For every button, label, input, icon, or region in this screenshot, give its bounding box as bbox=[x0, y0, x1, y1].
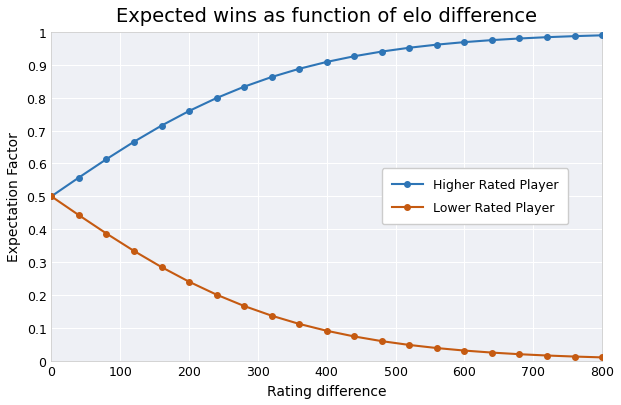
Lower Rated Player bbox=[213, 292, 220, 297]
Higher Rated Player bbox=[240, 85, 248, 90]
Higher Rated Player bbox=[598, 34, 605, 38]
Higher Rated Player bbox=[75, 176, 83, 181]
Lower Rated Player bbox=[102, 232, 110, 237]
Lower Rated Player bbox=[185, 279, 193, 284]
Line: Lower Rated Player: Lower Rated Player bbox=[48, 194, 605, 360]
Higher Rated Player bbox=[48, 194, 55, 199]
Higher Rated Player bbox=[571, 34, 578, 39]
Lower Rated Player bbox=[158, 265, 165, 270]
Lower Rated Player bbox=[350, 334, 358, 339]
Lower Rated Player bbox=[48, 194, 55, 199]
Higher Rated Player bbox=[433, 43, 440, 48]
Higher Rated Player bbox=[102, 158, 110, 162]
Lower Rated Player bbox=[543, 353, 551, 358]
Lower Rated Player bbox=[378, 339, 386, 344]
Higher Rated Player bbox=[378, 50, 386, 55]
Higher Rated Player bbox=[185, 109, 193, 114]
Higher Rated Player bbox=[296, 67, 303, 72]
Lower Rated Player bbox=[433, 346, 440, 351]
Line: Higher Rated Player: Higher Rated Player bbox=[48, 34, 605, 200]
Higher Rated Player bbox=[461, 40, 468, 45]
Higher Rated Player bbox=[488, 38, 496, 43]
X-axis label: Rating difference: Rating difference bbox=[267, 384, 386, 398]
Lower Rated Player bbox=[268, 313, 275, 318]
Higher Rated Player bbox=[268, 75, 275, 80]
Lower Rated Player bbox=[406, 343, 413, 347]
Higher Rated Player bbox=[130, 140, 138, 145]
Lower Rated Player bbox=[488, 350, 496, 355]
Lower Rated Player bbox=[515, 352, 523, 357]
Higher Rated Player bbox=[158, 124, 165, 129]
Higher Rated Player bbox=[350, 55, 358, 60]
Y-axis label: Expectation Factor: Expectation Factor bbox=[7, 132, 21, 262]
Lower Rated Player bbox=[296, 322, 303, 326]
Lower Rated Player bbox=[598, 355, 605, 360]
Higher Rated Player bbox=[323, 60, 330, 65]
Higher Rated Player bbox=[515, 37, 523, 42]
Lower Rated Player bbox=[323, 328, 330, 333]
Lower Rated Player bbox=[75, 213, 83, 218]
Legend: Higher Rated Player, Lower Rated Player: Higher Rated Player, Lower Rated Player bbox=[381, 169, 568, 225]
Lower Rated Player bbox=[571, 354, 578, 359]
Lower Rated Player bbox=[130, 249, 138, 254]
Lower Rated Player bbox=[240, 304, 248, 309]
Higher Rated Player bbox=[543, 36, 551, 41]
Lower Rated Player bbox=[461, 348, 468, 353]
Higher Rated Player bbox=[213, 96, 220, 101]
Title: Expected wins as function of elo difference: Expected wins as function of elo differe… bbox=[116, 7, 537, 26]
Higher Rated Player bbox=[406, 46, 413, 51]
